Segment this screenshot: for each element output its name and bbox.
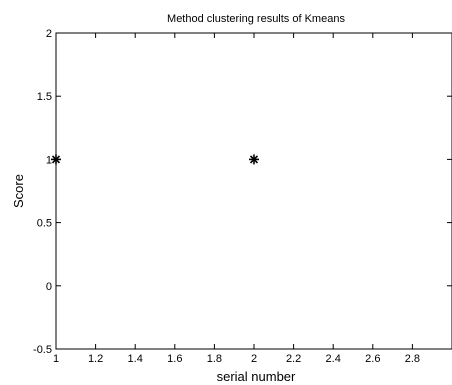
- data-points: [51, 154, 259, 165]
- x-tick-label: 1.6: [167, 353, 182, 365]
- tick-marks: [55, 32, 452, 350]
- data-point: [249, 154, 259, 165]
- data-point: [51, 154, 61, 165]
- x-tick-label: 1: [53, 353, 59, 365]
- y-tick-label: 2: [46, 28, 52, 40]
- x-tick-label: 2: [251, 353, 257, 365]
- y-axis-label: Score: [11, 174, 26, 208]
- y-tick-label: 1: [46, 154, 52, 166]
- x-tick-label: 2.8: [405, 353, 420, 365]
- x-tick-label: 1.8: [207, 353, 222, 365]
- x-tick-label: 1.2: [88, 353, 103, 365]
- x-tick-label: 2.4: [326, 353, 341, 365]
- x-tick-label: 2.2: [286, 353, 301, 365]
- y-tick-label: 1.5: [37, 91, 52, 103]
- x-axis-label: serial number: [217, 369, 296, 384]
- y-tick-label: 0: [46, 281, 52, 293]
- x-tick-labels: 1 1.2 1.4 1.6 1.8 2 2.2 2.4 2.6 2.8: [53, 353, 420, 365]
- chart-title: Method clustering results of Kmeans: [167, 13, 345, 25]
- y-tick-labels: -0.5 0 0.5 1 1.5 2: [33, 28, 52, 356]
- y-tick-label: 0.5: [37, 218, 52, 230]
- x-tick-label: 1.4: [128, 353, 143, 365]
- y-tick-label: -0.5: [33, 344, 52, 356]
- x-tick-label: 2.6: [365, 353, 380, 365]
- plot-area: [55, 32, 452, 350]
